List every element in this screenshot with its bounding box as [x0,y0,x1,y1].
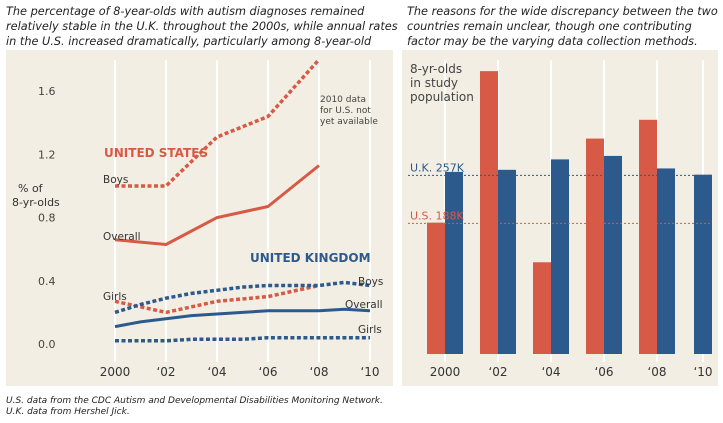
bar-x-tick-label: ‘08 [647,365,666,379]
line-chart-series [114,58,371,343]
bar-chart-bars [427,71,712,354]
uk-boys-label: Boys [358,276,383,288]
us-girls-line [114,283,320,315]
right-caption: The reasons for the wide discrepancy bet… [407,5,718,48]
bar-x-tick-label: ‘06 [594,365,613,379]
line-chart-ylabel-2: 8-yr-olds [12,196,60,209]
us-overall-line [114,164,320,246]
bar-x-tick-label: ‘04 [541,365,560,379]
uk-bar [498,169,516,354]
us-bar [586,138,604,354]
reference-line-label: U.K. 257K [410,161,465,174]
uk-bar [657,168,675,354]
line-chart-panel [6,50,393,386]
line-y-tick-label: 0.0 [38,338,56,351]
source-note-us: U.S. data from the CDC Autism and Develo… [6,396,383,406]
line-chart-ylabel-1: % of [18,182,44,195]
line-x-tick-label: 2000 [100,365,131,379]
bar-x-tick-label: ‘10 [693,365,712,379]
source-note: U.S. data from the CDC Autism and Develo… [6,396,383,418]
line-y-tick-label: 0.4 [38,275,56,288]
bar-chart-x-ticks: 2000 ‘02 ‘04 ‘06 ‘08 ‘10 [430,365,713,379]
us-overall-label: Overall [103,231,141,243]
uk-group-label: UNITED KINGDOM [250,251,371,265]
uk-bar [445,171,463,354]
us-boys-line [115,58,321,188]
line-y-tick-label: 0.8 [38,212,56,225]
bar-x-tick-label: 2000 [430,365,461,379]
us-girls-label: Girls [103,291,127,303]
line-x-tick-label: ‘04 [207,365,226,379]
line-x-tick-label: ‘08 [309,365,328,379]
uk-overall-line [114,307,371,329]
bar-x-tick-label: ‘02 [488,365,507,379]
bar-chart-ylabel-1: 8-yr-olds [410,62,462,76]
us-group-label: UNITED STATES [104,146,208,160]
us-note-line-3: yet available [320,117,378,127]
us-note-line-1: 2010 data [320,95,366,105]
us-bar [533,262,551,354]
line-x-tick-label: ‘02 [156,365,175,379]
line-chart-x-ticks: 2000 ‘02 ‘04 ‘06 ‘08 ‘10 [100,365,380,379]
uk-bar [604,155,622,354]
us-note-line-2: for U.S. not [320,106,371,116]
us-boys-label: Boys [103,174,128,186]
source-note-uk: U.K. data from Hershel Jick. [6,407,130,417]
line-x-tick-label: ‘10 [360,365,379,379]
bar-chart-reference-lines: U.K. 257K U.S. 188K [408,161,712,224]
line-chart-y-ticks: 0.0 0.4 0.8 1.2 1.6 [38,85,56,351]
uk-bar [551,159,569,354]
us-bar [639,119,657,354]
line-y-tick-label: 1.6 [38,85,56,98]
reference-line-label: U.S. 188K [410,209,465,222]
us-bar [480,71,498,354]
uk-girls-label: Girls [358,324,382,336]
uk-bar [694,174,712,354]
line-y-tick-label: 1.2 [38,148,56,161]
line-x-tick-label: ‘06 [258,365,277,379]
uk-boys-line [114,280,371,315]
bar-chart-ylabel-3: population [410,90,474,104]
us-bar [427,222,445,354]
uk-girls-line [115,335,370,343]
bar-chart-ylabel-2: in study [410,76,458,90]
uk-overall-label: Overall [345,299,383,311]
